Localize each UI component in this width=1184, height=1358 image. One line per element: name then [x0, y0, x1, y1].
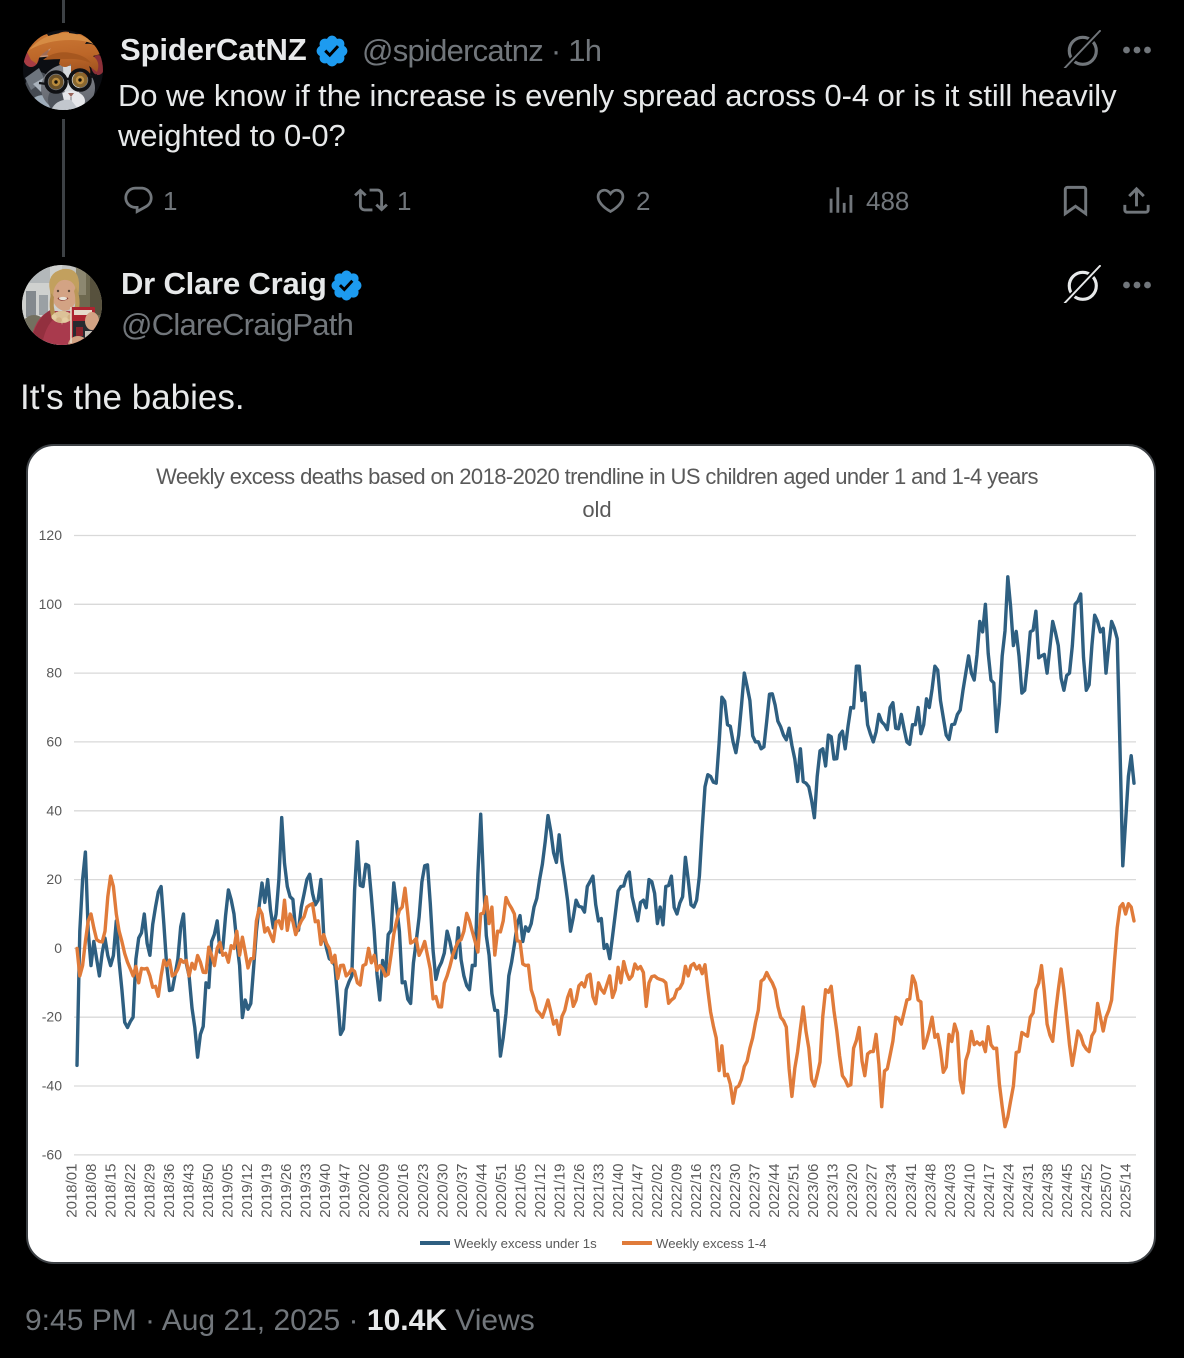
svg-text:2020/30: 2020/30 — [434, 1164, 451, 1218]
svg-text:2020/16: 2020/16 — [395, 1164, 412, 1218]
svg-text:2019/12: 2019/12 — [239, 1164, 256, 1218]
svg-text:2019/05: 2019/05 — [220, 1164, 237, 1218]
svg-text:2018/15: 2018/15 — [102, 1164, 119, 1218]
svg-text:2023/27: 2023/27 — [864, 1164, 881, 1218]
svg-text:2022/51: 2022/51 — [786, 1164, 803, 1218]
svg-text:2022/44: 2022/44 — [766, 1164, 783, 1218]
svg-text:2022/30: 2022/30 — [727, 1164, 744, 1218]
svg-text:-40: -40 — [42, 1078, 62, 1094]
svg-text:2018/08: 2018/08 — [83, 1164, 100, 1218]
svg-text:2024/38: 2024/38 — [1039, 1164, 1056, 1218]
svg-text:20: 20 — [46, 871, 62, 887]
svg-text:2019/19: 2019/19 — [259, 1164, 276, 1218]
svg-text:2018/50: 2018/50 — [200, 1164, 217, 1218]
svg-text:2018/01: 2018/01 — [63, 1164, 80, 1218]
svg-text:2024/03: 2024/03 — [942, 1164, 959, 1218]
svg-text:2023/13: 2023/13 — [825, 1164, 842, 1218]
svg-text:2024/45: 2024/45 — [1059, 1164, 1076, 1218]
svg-text:2020/44: 2020/44 — [473, 1164, 490, 1218]
svg-text:2020/23: 2020/23 — [415, 1164, 432, 1218]
svg-text:2022/16: 2022/16 — [688, 1164, 705, 1218]
svg-text:2019/26: 2019/26 — [278, 1164, 295, 1218]
svg-text:2022/23: 2022/23 — [708, 1164, 725, 1218]
svg-text:2020/09: 2020/09 — [376, 1164, 393, 1218]
svg-text:2022/02: 2022/02 — [649, 1164, 666, 1218]
svg-text:2021/19: 2021/19 — [551, 1164, 568, 1218]
svg-text:2019/47: 2019/47 — [337, 1164, 354, 1218]
svg-text:2021/47: 2021/47 — [630, 1164, 647, 1218]
svg-text:2024/10: 2024/10 — [961, 1164, 978, 1218]
svg-text:100: 100 — [39, 596, 63, 612]
svg-text:-20: -20 — [42, 1009, 62, 1025]
svg-text:2024/52: 2024/52 — [1078, 1164, 1095, 1218]
svg-text:2021/26: 2021/26 — [571, 1164, 588, 1218]
svg-text:2022/37: 2022/37 — [747, 1164, 764, 1218]
svg-text:2021/05: 2021/05 — [512, 1164, 529, 1218]
svg-text:2019/40: 2019/40 — [317, 1164, 334, 1218]
svg-text:2023/20: 2023/20 — [844, 1164, 861, 1218]
svg-text:60: 60 — [46, 733, 62, 749]
svg-text:2024/31: 2024/31 — [1020, 1164, 1037, 1218]
svg-text:2025/07: 2025/07 — [1098, 1164, 1115, 1218]
svg-text:Weekly excess under 1s: Weekly excess under 1s — [454, 1236, 597, 1251]
svg-text:40: 40 — [46, 802, 62, 818]
svg-text:2022/09: 2022/09 — [669, 1164, 686, 1218]
svg-text:Weekly excess deaths based on: Weekly excess deaths based on 2018-2020 … — [156, 464, 1038, 489]
svg-text:2018/36: 2018/36 — [161, 1164, 178, 1218]
svg-text:2023/41: 2023/41 — [903, 1164, 920, 1218]
svg-text:2019/33: 2019/33 — [298, 1164, 315, 1218]
svg-text:2021/12: 2021/12 — [532, 1164, 549, 1218]
svg-text:2023/06: 2023/06 — [805, 1164, 822, 1218]
svg-text:2023/48: 2023/48 — [922, 1164, 939, 1218]
svg-text:2020/37: 2020/37 — [454, 1164, 471, 1218]
svg-text:2021/40: 2021/40 — [610, 1164, 627, 1218]
svg-text:80: 80 — [46, 665, 62, 681]
svg-text:2020/02: 2020/02 — [356, 1164, 373, 1218]
svg-text:2018/22: 2018/22 — [122, 1164, 139, 1218]
svg-text:0: 0 — [54, 940, 62, 956]
svg-text:2018/29: 2018/29 — [142, 1164, 159, 1218]
svg-text:-60: -60 — [42, 1146, 62, 1162]
svg-text:2024/24: 2024/24 — [1000, 1164, 1017, 1218]
svg-text:2018/43: 2018/43 — [181, 1164, 198, 1218]
svg-text:2025/14: 2025/14 — [1118, 1164, 1135, 1218]
svg-text:2021/33: 2021/33 — [590, 1164, 607, 1218]
svg-text:old: old — [582, 497, 611, 522]
svg-text:2023/34: 2023/34 — [883, 1164, 900, 1218]
svg-text:2020/51: 2020/51 — [493, 1164, 510, 1218]
svg-text:120: 120 — [39, 527, 63, 543]
svg-text:2024/17: 2024/17 — [981, 1164, 998, 1218]
svg-text:Weekly excess 1-4: Weekly excess 1-4 — [656, 1236, 766, 1251]
